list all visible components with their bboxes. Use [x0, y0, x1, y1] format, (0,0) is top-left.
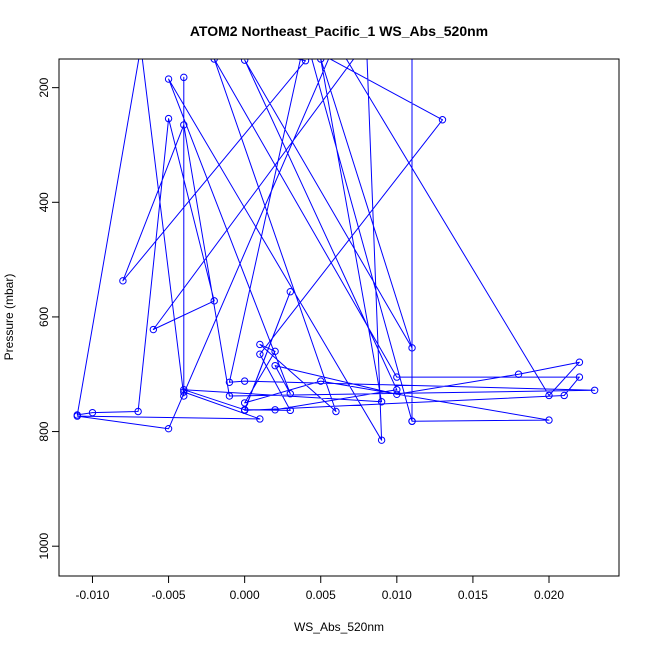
- x-tick-label: -0.010: [75, 588, 109, 602]
- data-point: [164, 424, 173, 433]
- data-point: [180, 388, 188, 396]
- data-point: [225, 392, 234, 400]
- x-tick-label: 0.020: [534, 588, 564, 602]
- y-tick-label: 200: [37, 77, 51, 97]
- data-point: [180, 386, 188, 394]
- data-point: [210, 59, 218, 63]
- data-point: [180, 73, 188, 82]
- data-point: [149, 325, 158, 334]
- x-tick-label: 0.015: [458, 588, 488, 602]
- series-line: [76, 59, 596, 441]
- data-point: [164, 75, 173, 83]
- x-axis-label: WS_Abs_520nm: [294, 620, 384, 634]
- data-point: [590, 386, 599, 394]
- data-point: [560, 391, 568, 400]
- x-axis: -0.010 -0.005 0.000 0.005 0.010 0.015 0.020: [75, 575, 564, 602]
- data-point: [514, 370, 523, 378]
- data-point: [256, 350, 264, 358]
- data-point: [301, 59, 310, 65]
- data-point: [271, 347, 279, 356]
- data-point: [256, 415, 264, 423]
- data-point: [119, 277, 127, 285]
- data-point: [575, 358, 584, 366]
- data-point: [240, 406, 249, 414]
- data-point: [256, 340, 264, 349]
- data-point: [240, 59, 249, 64]
- data-point: [88, 408, 97, 417]
- data-point: [317, 377, 325, 385]
- data-point: [180, 121, 188, 129]
- data-point: [332, 407, 340, 416]
- data-point: [286, 406, 295, 415]
- y-tick-label: 600: [37, 307, 51, 327]
- y-tick-label: 800: [37, 421, 51, 441]
- y-tick-label: 1000: [37, 533, 51, 560]
- data-point: [545, 391, 553, 400]
- data-point: [393, 386, 401, 394]
- data-point: [73, 412, 81, 420]
- data-point: [240, 377, 249, 385]
- x-tick-label: 0.000: [230, 588, 260, 602]
- data-point: [408, 417, 416, 425]
- x-tick-label: -0.005: [152, 588, 186, 602]
- data-point: [134, 407, 142, 416]
- chart-title: ATOM2 Northeast_Pacific_1 WS_Abs_520nm: [190, 23, 488, 39]
- data-point: [438, 116, 447, 124]
- data-point: [575, 373, 584, 381]
- data-point: [210, 297, 218, 305]
- data-point: [545, 416, 553, 424]
- data-point: [164, 114, 173, 123]
- data-point: [377, 398, 386, 406]
- y-tick-label: 400: [37, 192, 51, 212]
- data-point: [271, 361, 279, 370]
- data-point: [225, 378, 234, 386]
- data-point: [393, 390, 401, 399]
- series-layer: [73, 59, 599, 444]
- y-axis: 200 400 600 800 1000: [37, 77, 60, 560]
- data-point: [271, 406, 279, 414]
- x-tick-label: 0.005: [306, 588, 336, 602]
- data-point: [393, 373, 401, 381]
- x-tick-label: 0.010: [382, 588, 412, 602]
- data-point: [377, 436, 386, 444]
- data-point: [286, 390, 295, 398]
- data-point: [286, 288, 295, 296]
- data-point: [408, 344, 416, 352]
- data-point: [317, 59, 325, 63]
- y-axis-label: Pressure (mbar): [2, 274, 16, 361]
